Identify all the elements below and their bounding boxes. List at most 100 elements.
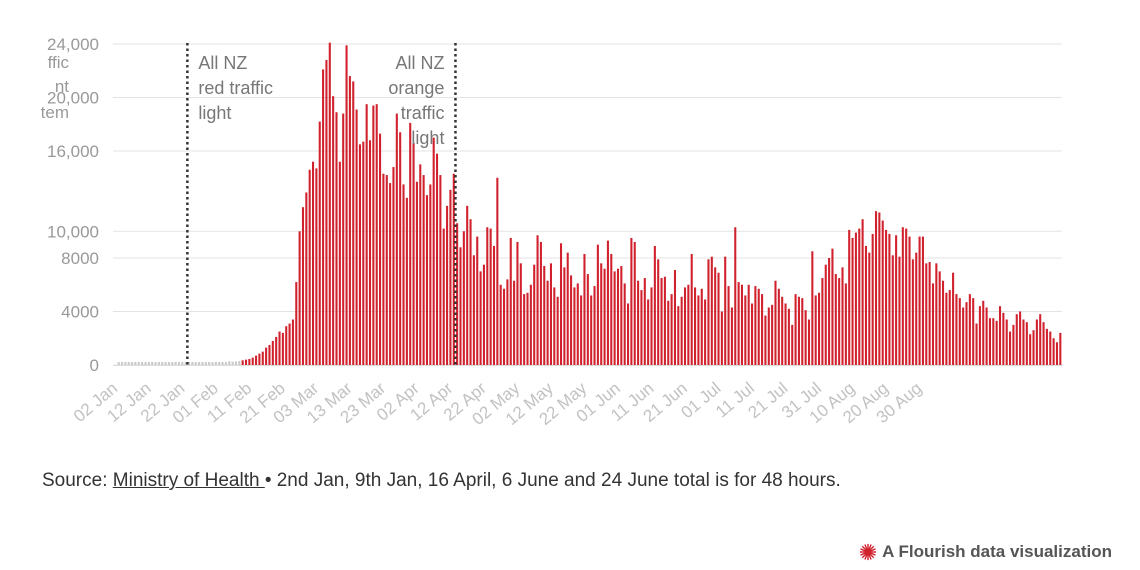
- bar[interactable]: [653, 245, 656, 365]
- bar[interactable]: [539, 241, 542, 365]
- bar[interactable]: [697, 295, 700, 365]
- bar[interactable]: [841, 267, 844, 365]
- bar[interactable]: [486, 227, 489, 365]
- bar[interactable]: [955, 294, 958, 365]
- bar[interactable]: [348, 76, 351, 365]
- bar[interactable]: [462, 231, 465, 365]
- bar[interactable]: [660, 278, 663, 365]
- bar[interactable]: [204, 362, 207, 365]
- bar[interactable]: [422, 175, 425, 365]
- bar[interactable]: [1059, 332, 1062, 365]
- bar[interactable]: [151, 362, 154, 365]
- bar[interactable]: [184, 362, 187, 365]
- bar[interactable]: [998, 306, 1002, 365]
- bar[interactable]: [167, 362, 170, 365]
- bar[interactable]: [392, 167, 395, 365]
- bar[interactable]: [714, 267, 717, 365]
- bar[interactable]: [147, 362, 150, 365]
- bar[interactable]: [737, 282, 740, 365]
- bar[interactable]: [335, 112, 338, 366]
- bar[interactable]: [854, 232, 857, 365]
- bar[interactable]: [234, 361, 237, 365]
- bar[interactable]: [667, 300, 670, 365]
- bar[interactable]: [908, 236, 911, 365]
- bar[interactable]: [811, 251, 814, 365]
- bar[interactable]: [131, 362, 134, 365]
- bar[interactable]: [918, 236, 921, 365]
- bar[interactable]: [1045, 328, 1048, 365]
- bar[interactable]: [573, 287, 576, 365]
- bar[interactable]: [265, 347, 268, 365]
- bar[interactable]: [878, 212, 881, 365]
- bar[interactable]: [781, 296, 784, 365]
- bar[interactable]: [767, 307, 770, 365]
- bar[interactable]: [425, 195, 429, 365]
- bar[interactable]: [570, 275, 573, 365]
- bar[interactable]: [506, 279, 509, 365]
- bar[interactable]: [248, 358, 251, 365]
- bar[interactable]: [261, 351, 264, 366]
- bar[interactable]: [298, 231, 301, 365]
- bar[interactable]: [281, 332, 284, 365]
- bar[interactable]: [536, 235, 539, 365]
- bar[interactable]: [268, 344, 271, 365]
- bar[interactable]: [291, 319, 294, 365]
- bar[interactable]: [1019, 311, 1022, 366]
- bar[interactable]: [784, 303, 787, 365]
- bar[interactable]: [499, 284, 502, 365]
- bar[interactable]: [606, 240, 609, 365]
- bar[interactable]: [804, 310, 807, 365]
- bar[interactable]: [915, 252, 918, 365]
- bar[interactable]: [295, 282, 298, 365]
- bar[interactable]: [844, 283, 847, 365]
- bar[interactable]: [657, 259, 660, 365]
- bar[interactable]: [1052, 338, 1055, 365]
- flourish-branding[interactable]: A Flourish data visualization: [859, 542, 1112, 562]
- bar[interactable]: [382, 173, 385, 365]
- source-link[interactable]: Ministry of Health: [112, 470, 265, 491]
- bar[interactable]: [492, 245, 496, 365]
- bar[interactable]: [1002, 312, 1005, 365]
- bar[interactable]: [1015, 314, 1018, 365]
- bar[interactable]: [1012, 324, 1015, 366]
- bar[interactable]: [452, 173, 455, 365]
- bar[interactable]: [224, 362, 227, 365]
- bar[interactable]: [127, 362, 130, 365]
- bar[interactable]: [895, 235, 898, 365]
- bar[interactable]: [818, 292, 821, 365]
- bar[interactable]: [553, 287, 556, 365]
- bar[interactable]: [673, 270, 676, 365]
- bar[interactable]: [137, 362, 140, 365]
- bar[interactable]: [891, 255, 894, 365]
- bar[interactable]: [459, 247, 462, 365]
- bar[interactable]: [402, 184, 405, 365]
- bar[interactable]: [513, 280, 516, 365]
- bar[interactable]: [238, 361, 241, 365]
- bar[interactable]: [362, 141, 365, 365]
- bar[interactable]: [801, 298, 804, 366]
- bar[interactable]: [449, 189, 452, 365]
- bar[interactable]: [620, 266, 623, 365]
- bar[interactable]: [831, 248, 834, 365]
- bar[interactable]: [375, 104, 378, 365]
- bar[interactable]: [405, 197, 408, 365]
- bar[interactable]: [1039, 314, 1042, 365]
- bar[interactable]: [472, 255, 475, 365]
- bar[interactable]: [563, 267, 566, 365]
- bar[interactable]: [244, 359, 248, 365]
- bar[interactable]: [395, 113, 398, 365]
- bar[interactable]: [911, 259, 914, 365]
- bar[interactable]: [566, 252, 569, 365]
- bar[interactable]: [905, 228, 908, 365]
- bar[interactable]: [469, 219, 472, 365]
- bar[interactable]: [134, 362, 137, 365]
- bar[interactable]: [529, 284, 532, 365]
- bar[interactable]: [117, 362, 120, 365]
- bar[interactable]: [754, 286, 757, 365]
- bar[interactable]: [533, 264, 536, 365]
- bar[interactable]: [948, 290, 951, 365]
- bar[interactable]: [821, 278, 824, 365]
- bar[interactable]: [901, 227, 904, 365]
- bar[interactable]: [670, 294, 673, 365]
- bar[interactable]: [985, 307, 988, 365]
